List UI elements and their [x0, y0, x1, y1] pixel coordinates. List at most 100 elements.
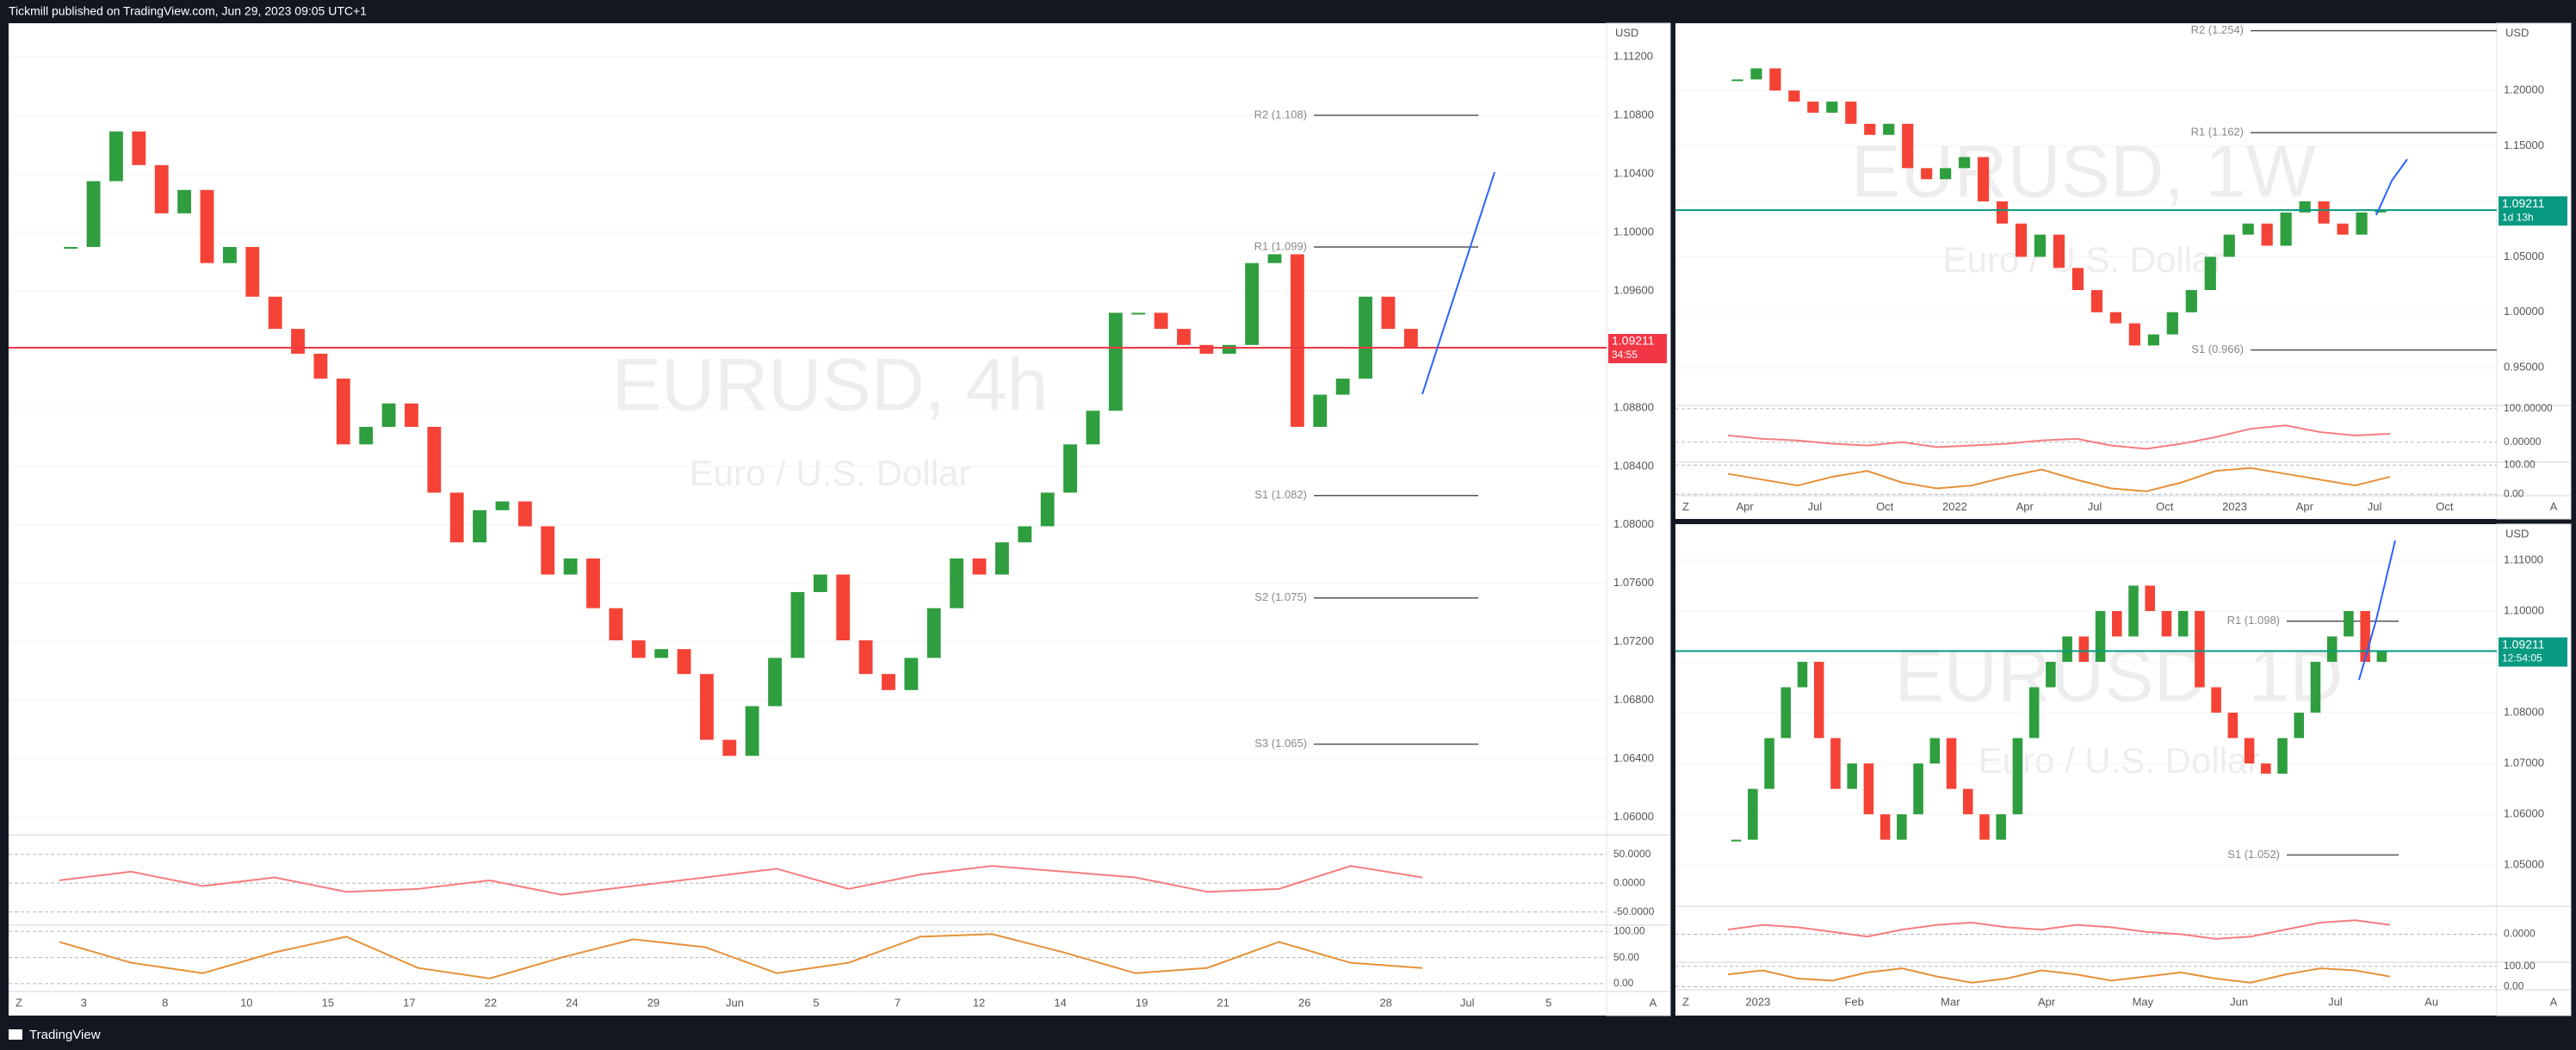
- candle: [2053, 234, 2065, 269]
- oscillator-line: [1727, 919, 2391, 940]
- candle: [2280, 212, 2292, 246]
- candle: [2223, 234, 2235, 257]
- price-axis: [1606, 22, 1671, 1016]
- symbol-watermark: EURUSD, 1D: [1895, 635, 2344, 718]
- y-tick-label: 1.20000: [2504, 83, 2544, 96]
- currency: USD: [1615, 26, 1638, 39]
- candle: [1063, 444, 1077, 493]
- candle: [2128, 585, 2139, 637]
- candle: [109, 131, 123, 182]
- currency: USD: [2505, 26, 2529, 39]
- candle: [268, 296, 282, 330]
- candle: [563, 558, 578, 575]
- osc-tick-label: 0.00: [2504, 487, 2524, 499]
- candle: [677, 649, 691, 675]
- y-tick-label: 0.95000: [2504, 361, 2544, 374]
- candle: [449, 492, 464, 543]
- candle: [1940, 168, 1952, 180]
- x-tick-label: 22: [485, 996, 497, 1009]
- candle: [1018, 526, 1032, 543]
- candle: [427, 426, 442, 493]
- candle: [2277, 738, 2288, 774]
- y-tick-label: 1.10800: [1613, 108, 1654, 120]
- candle: [1731, 839, 1742, 842]
- price-tag: [1608, 334, 1667, 364]
- price-tag: [2499, 637, 2567, 667]
- y-tick-label: 1.05000: [2504, 858, 2544, 871]
- corner-button[interactable]: A: [2550, 995, 2558, 1008]
- y-tick-label: 1.07200: [1613, 634, 1654, 647]
- corner-button[interactable]: Z: [1682, 995, 1689, 1008]
- corner-button[interactable]: A: [1650, 996, 1657, 1009]
- candle: [291, 329, 305, 354]
- corner-button[interactable]: Z: [15, 996, 22, 1009]
- y-tick-label: 1.06400: [1613, 751, 1654, 764]
- y-tick-label: 1.05000: [2504, 250, 2544, 262]
- corner-button[interactable]: A: [2550, 500, 2558, 513]
- x-tick-label: Apr: [1737, 500, 1755, 513]
- candle: [2360, 610, 2370, 663]
- x-tick-label: Jul: [1808, 500, 1823, 513]
- x-tick-label: Apr: [2038, 995, 2056, 1008]
- candle: [2015, 223, 2028, 257]
- candle: [586, 558, 600, 608]
- candle: [1962, 788, 1973, 815]
- symbol-watermark: EURUSD, 4h: [612, 344, 1049, 427]
- x-tick-label: 2023: [2222, 500, 2247, 513]
- candle: [1199, 344, 1214, 354]
- candle: [790, 591, 805, 658]
- candle: [1131, 312, 1146, 315]
- candle: [1108, 312, 1123, 411]
- candle: [517, 501, 532, 527]
- pivot-label: R2 (1.254): [2191, 23, 2244, 36]
- pivot-label: S1 (1.052): [2227, 848, 2280, 861]
- candle: [2166, 312, 2178, 335]
- x-tick-label: Jun: [2230, 995, 2248, 1008]
- candle: [1996, 814, 2006, 840]
- candle: [1879, 814, 1891, 840]
- brand-logo: [9, 1029, 22, 1040]
- candle: [1403, 329, 1418, 349]
- candle: [495, 501, 510, 510]
- pivot-label: R1 (1.098): [2227, 614, 2280, 627]
- candle: [813, 574, 827, 592]
- candle: [2344, 610, 2354, 637]
- osc-tick-label: 50.00: [1613, 951, 1639, 963]
- candle: [1797, 662, 1808, 688]
- pivot-label: S1 (1.082): [1254, 488, 1307, 501]
- symbol-watermark: EURUSD, 1W: [1851, 131, 2316, 213]
- candle: [2211, 687, 2221, 713]
- x-tick-label: Jul: [2368, 500, 2382, 513]
- y-tick-label: 1.10000: [2504, 603, 2544, 616]
- candle: [2145, 585, 2156, 611]
- x-tick-label: Apr: [2296, 500, 2314, 513]
- candle: [1996, 201, 2009, 224]
- pivot-label: R2 (1.108): [1254, 108, 1307, 120]
- osc-tick-label: 0.0000: [2504, 928, 2536, 940]
- candle: [904, 658, 919, 690]
- x-tick-label: 8: [162, 996, 168, 1009]
- candle: [473, 510, 487, 543]
- x-tick-label: May: [2133, 995, 2154, 1008]
- projection-arrow: [1421, 171, 1495, 395]
- y-tick-label: 1.06800: [1613, 693, 1654, 706]
- osc-tick-label: -50.0000: [1613, 905, 1655, 917]
- x-tick-label: 26: [1298, 996, 1310, 1009]
- x-tick-label: 21: [1217, 996, 1229, 1009]
- candle: [1750, 68, 1762, 80]
- x-tick-label: Jul: [2328, 995, 2343, 1008]
- oscillator-line: [59, 933, 1423, 979]
- candle: [700, 674, 714, 740]
- candle: [1883, 123, 1895, 135]
- price-tag-countdown: 34:55: [1612, 349, 1638, 361]
- candle: [2337, 223, 2349, 235]
- candle: [1863, 763, 1874, 815]
- price-axis: [2496, 523, 2572, 1016]
- candle: [1359, 296, 1372, 379]
- corner-button[interactable]: Z: [1682, 500, 1689, 513]
- candle: [1959, 157, 1971, 169]
- x-tick-label: 14: [1054, 996, 1066, 1009]
- candle: [1780, 687, 1792, 738]
- candle: [1335, 378, 1350, 395]
